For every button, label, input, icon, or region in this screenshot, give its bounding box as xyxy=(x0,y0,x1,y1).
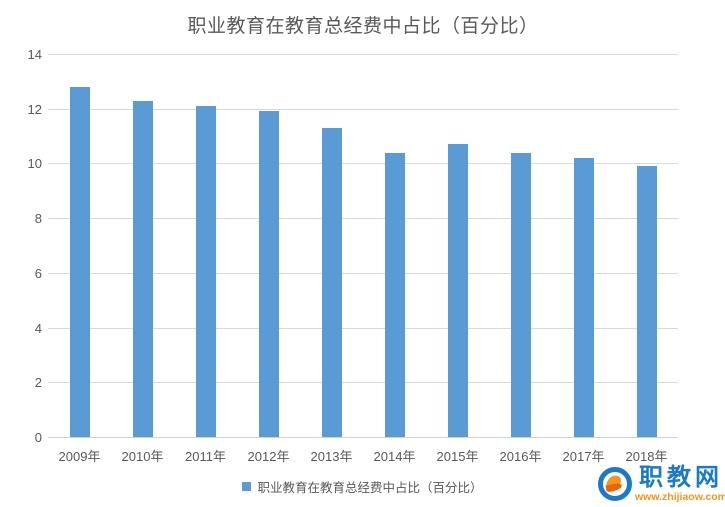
gridline-2 xyxy=(48,382,678,384)
y-tick-label-6: 6 xyxy=(34,265,42,281)
bar-2015年 xyxy=(447,144,468,437)
bar-2009年 xyxy=(69,86,90,437)
y-tick-label-14: 14 xyxy=(27,47,42,62)
bar-2018年 xyxy=(636,166,657,437)
gridline-14 xyxy=(48,54,678,55)
bar-2010年 xyxy=(132,100,153,437)
gridline-12 xyxy=(48,108,678,110)
bar-2014年 xyxy=(384,152,405,437)
bar-2017年 xyxy=(573,157,594,437)
x-tick-label-2009年: 2009年 xyxy=(58,449,101,464)
x-tick-label-2018年: 2018年 xyxy=(625,449,668,464)
watermark-text: 职教网 www.zhijiaow.com xyxy=(635,465,725,503)
y-tick-label-0: 0 xyxy=(34,430,42,445)
bar-2016年 xyxy=(510,152,531,437)
y-tick-label-8: 8 xyxy=(34,211,42,227)
x-tick-label-2013年: 2013年 xyxy=(310,449,353,464)
gridline-6 xyxy=(48,272,678,274)
x-tick-label-2015年: 2015年 xyxy=(436,449,479,464)
x-tick-label-2017年: 2017年 xyxy=(562,449,605,464)
legend-marker-icon xyxy=(242,482,252,491)
zhijiaow-logo-icon xyxy=(598,466,632,501)
y-tick-label-2: 2 xyxy=(34,375,42,391)
bar-2011年 xyxy=(195,105,216,437)
x-tick-label-2012年: 2012年 xyxy=(247,449,290,464)
y-tick-label-12: 12 xyxy=(27,101,42,117)
bar-2012年 xyxy=(258,111,279,437)
y-tick-label-10: 10 xyxy=(27,156,42,172)
plot-area xyxy=(48,54,678,438)
legend-label: 职业教育在教育总经费中占比（百分比） xyxy=(257,481,483,495)
x-axis-line xyxy=(48,437,678,438)
watermark-site-name: 职教网 xyxy=(638,464,723,491)
gridline-10 xyxy=(48,163,678,165)
x-tick-label-2011年: 2011年 xyxy=(185,449,226,464)
watermark-site-url: www.zhijiaow.com xyxy=(635,490,725,503)
bar-2013年 xyxy=(321,127,342,437)
gridline-4 xyxy=(48,327,678,329)
chart-title: 职业教育在教育总经费中占比（百分比） xyxy=(187,16,539,37)
watermark-logo: 职教网 www.zhijiaow.com xyxy=(598,462,725,505)
gridline-8 xyxy=(48,218,678,220)
y-tick-label-4: 4 xyxy=(34,320,42,336)
x-tick-label-2014年: 2014年 xyxy=(373,449,416,464)
x-tick-label-2016年: 2016年 xyxy=(499,449,542,464)
x-tick-label-2010年: 2010年 xyxy=(121,449,164,464)
legend: 职业教育在教育总经费中占比（百分比） xyxy=(0,477,725,496)
